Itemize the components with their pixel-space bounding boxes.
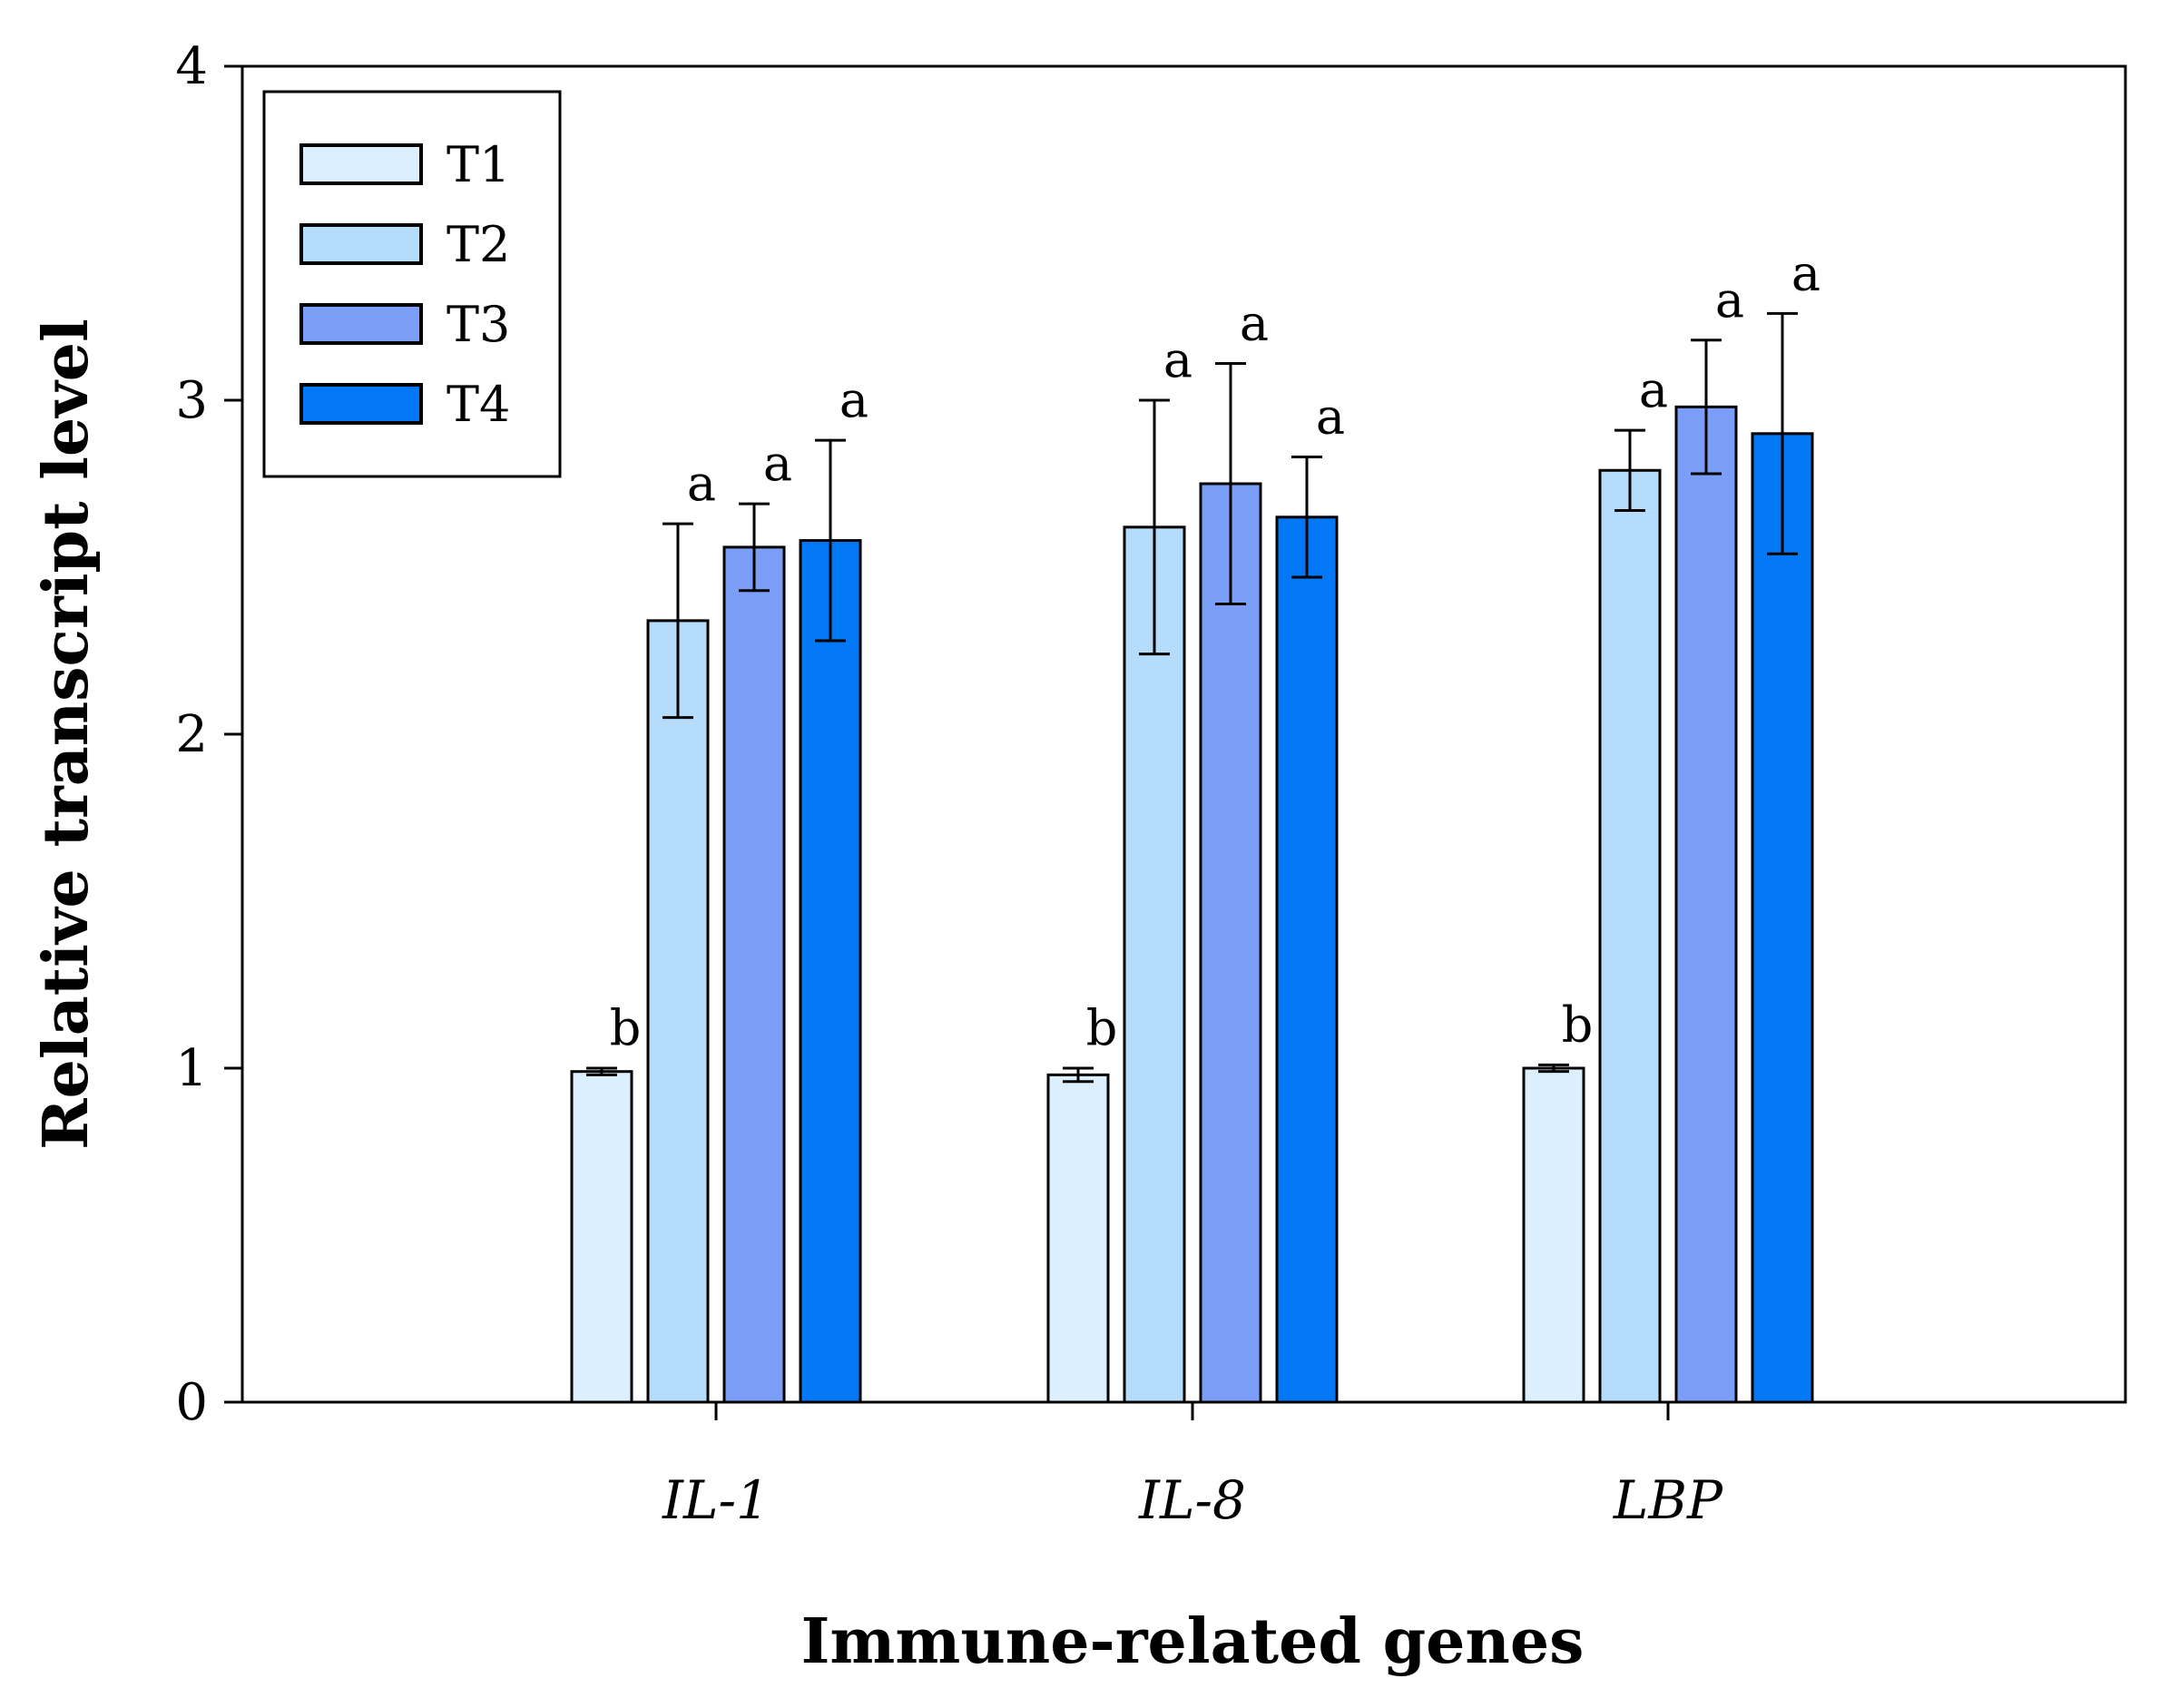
significance-label: a bbox=[839, 371, 869, 428]
bar bbox=[1046, 1073, 1110, 1404]
legend-label: T1 bbox=[447, 136, 510, 193]
significance-label: b bbox=[1562, 996, 1594, 1053]
significance-label: b bbox=[1086, 999, 1118, 1056]
bar bbox=[570, 1070, 633, 1404]
significance-label: a bbox=[687, 455, 716, 512]
bar bbox=[1275, 515, 1339, 1404]
significance-label: a bbox=[1240, 295, 1269, 352]
bar bbox=[722, 545, 786, 1404]
legend-swatch bbox=[299, 303, 423, 345]
bar bbox=[1199, 482, 1262, 1404]
significance-label: a bbox=[1715, 271, 1744, 329]
legend-label: T3 bbox=[447, 296, 510, 353]
bar bbox=[1598, 468, 1662, 1404]
legend-swatch bbox=[299, 223, 423, 265]
significance-label: a bbox=[763, 435, 792, 492]
bar bbox=[799, 539, 862, 1404]
legend-swatch bbox=[299, 383, 423, 425]
significance-label: a bbox=[1316, 388, 1345, 446]
significance-label: a bbox=[1791, 244, 1820, 301]
y-tick-label: 3 bbox=[175, 371, 208, 430]
significance-label: a bbox=[1163, 331, 1192, 388]
y-tick-label: 2 bbox=[175, 705, 208, 764]
bar bbox=[1123, 525, 1186, 1404]
legend-label: T2 bbox=[447, 216, 510, 273]
legend-label: T4 bbox=[447, 376, 510, 433]
bar bbox=[1674, 405, 1738, 1404]
bar bbox=[1522, 1066, 1585, 1404]
legend-swatch bbox=[299, 143, 423, 185]
y-tick-label: 4 bbox=[175, 37, 208, 96]
bar bbox=[1751, 432, 1814, 1404]
x-category-label: IL-1 bbox=[662, 1469, 770, 1531]
significance-label: b bbox=[610, 999, 642, 1056]
bar bbox=[646, 619, 710, 1404]
y-tick-label: 1 bbox=[175, 1039, 208, 1098]
x-axis-title: Immune-related genes bbox=[801, 1605, 1585, 1678]
y-tick-label: 0 bbox=[175, 1373, 208, 1432]
y-axis-title: Relative transcript level bbox=[30, 319, 103, 1150]
x-category-label: LBP bbox=[1613, 1469, 1723, 1531]
significance-label: a bbox=[1639, 361, 1668, 418]
x-category-label: IL-8 bbox=[1138, 1469, 1246, 1531]
